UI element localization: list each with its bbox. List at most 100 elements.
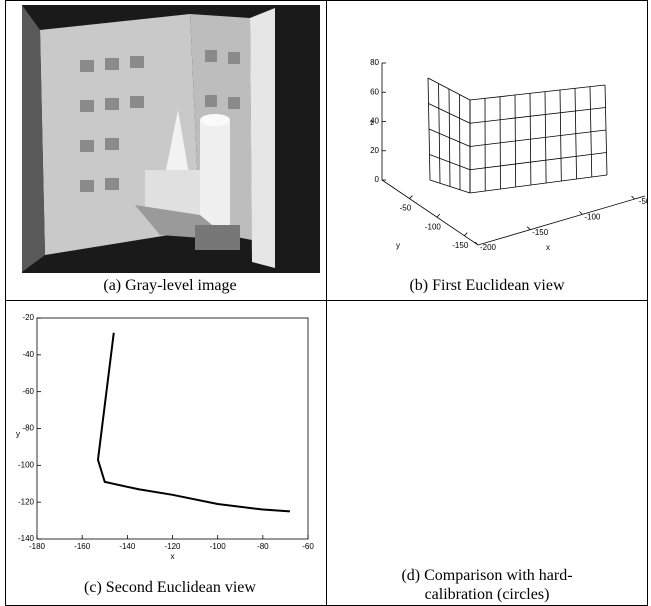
tick-mark: [472, 534, 475, 537]
y-tick-label: -40: [22, 350, 34, 359]
calibration-circle: [530, 393, 536, 399]
calibration-circle: [451, 383, 457, 389]
calibration-circle: [558, 423, 564, 429]
mesh-line: [506, 379, 508, 453]
calibration-circle: [476, 397, 482, 403]
calibration-circle: [452, 427, 458, 433]
calibration-circle: [477, 455, 483, 461]
caption: (d) Comparison with hard-: [401, 567, 572, 584]
mesh-line: [478, 377, 588, 380]
calibration-circle: [489, 396, 495, 402]
calibration-circle: [558, 407, 564, 413]
calibration-circle: [585, 434, 591, 440]
calibration-circle: [489, 377, 495, 383]
calibration-circle: [467, 365, 473, 371]
mesh-line: [547, 378, 548, 445]
tick-mark: [409, 196, 412, 199]
x-tick-label: -100: [584, 212, 601, 221]
calibration-circle: [461, 437, 467, 443]
mesh-line: [479, 392, 589, 400]
y-axis-label: y: [403, 533, 407, 542]
calibration-circle: [450, 361, 456, 367]
mesh-line: [561, 378, 562, 443]
calibration-circle: [475, 377, 481, 383]
mesh-line: [479, 407, 588, 419]
calibration-circle: [585, 404, 591, 410]
figure: (a) Gray-level image (b) First Euclidean…: [0, 0, 651, 606]
calibration-circle: [477, 436, 483, 442]
calibration-circle: [544, 409, 550, 415]
calibration-circle: [545, 425, 551, 431]
x-tick-label: -180: [29, 542, 46, 551]
z-tick-label: 20: [371, 438, 380, 447]
calibration-circle: [545, 442, 551, 448]
x-tick-label: -50: [634, 491, 646, 500]
mesh-line: [533, 379, 534, 448]
calibration-circle: [558, 391, 564, 397]
calibration-circle: [504, 432, 510, 438]
calibration-circle: [558, 375, 564, 381]
calibration-circle: [531, 410, 537, 416]
caption: (a) Gray-level image: [103, 277, 236, 294]
calibration-circle: [516, 376, 522, 382]
calibration-circle: [517, 430, 523, 436]
calibration-circle: [585, 389, 591, 395]
y-tick-label: -50: [400, 204, 412, 213]
mesh-line: [461, 355, 464, 440]
calibration-circle: [476, 397, 482, 403]
calibration-circle: [476, 416, 482, 422]
y-tick-label: -100: [425, 222, 442, 231]
calibration-circle: [467, 385, 473, 391]
calibration-circle: [518, 447, 524, 453]
x-axis-label: x: [546, 536, 550, 545]
gray-level-image: [22, 5, 320, 273]
mesh-line: [469, 367, 471, 448]
mesh-line: [452, 342, 478, 380]
calibration-circle: [503, 395, 509, 401]
calibration-circle: [468, 405, 474, 411]
z-tick-label: 80: [370, 58, 379, 67]
calibration-circle: [477, 455, 483, 461]
y-tick-label: -100: [424, 514, 441, 523]
z-tick-label: 80: [371, 350, 380, 359]
x-axis-label: x: [171, 552, 175, 561]
calibration-circle: [490, 415, 496, 421]
x-tick-label: -150: [529, 520, 546, 529]
calibration-circle: [477, 436, 483, 442]
calibration-circle: [585, 374, 591, 380]
calibration-circle: [530, 376, 536, 382]
tick-mark: [527, 227, 530, 230]
z-axis-label: z: [371, 409, 375, 418]
y-tick-label: -150: [450, 533, 467, 542]
mesh-line: [455, 430, 480, 458]
tick-mark: [436, 506, 439, 509]
tick-mark: [632, 196, 635, 199]
calibration-circle: [490, 434, 496, 440]
x-axis-label: x: [546, 243, 550, 252]
mesh-line: [452, 342, 455, 430]
calibration-circle: [451, 405, 457, 411]
mesh-line: [454, 386, 480, 419]
mesh-line: [480, 437, 588, 458]
tick-mark: [437, 214, 440, 217]
calibration-circle: [504, 450, 510, 456]
calibration-circle: [469, 446, 475, 452]
calibration-circle: [572, 390, 578, 396]
calibration-circle: [585, 419, 591, 425]
tick-mark: [524, 519, 527, 522]
y-axis-label: y: [396, 241, 400, 250]
mesh-line: [470, 153, 607, 170]
calibration-circle: [572, 437, 578, 443]
y-tick-label: -60: [22, 387, 34, 396]
tick-mark: [627, 490, 630, 493]
mesh-line: [519, 379, 520, 450]
calibration-circle: [517, 412, 523, 418]
mesh-line: [492, 380, 494, 456]
calibration-circle: [491, 453, 497, 459]
caption: (b) First Euclidean view: [409, 277, 565, 294]
y-axis-label: y: [16, 430, 20, 439]
z-tick-label: 60: [370, 87, 379, 96]
tick-mark: [575, 505, 578, 508]
calibration-circle: [476, 416, 482, 422]
x-tick-label: -140: [119, 542, 136, 551]
